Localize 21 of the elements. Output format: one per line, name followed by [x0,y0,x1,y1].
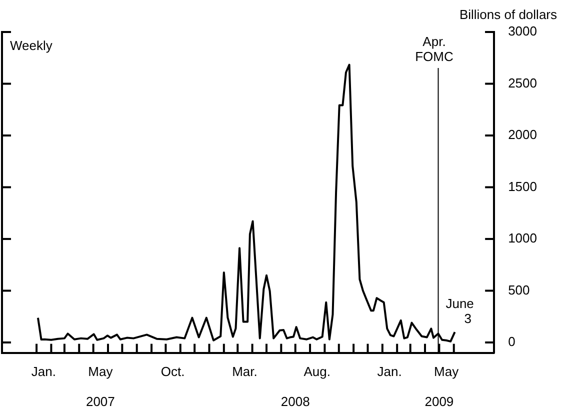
y-tick-label: 500 [508,282,530,298]
y-tick-label: 1000 [508,230,537,246]
y-tick-label: 1500 [508,178,537,194]
y-axis-title: Billions of dollars [459,7,558,22]
annotation: June 3 [446,296,474,326]
x2-tick-label: 2007 [86,394,115,409]
x2-tick-label: 2008 [280,394,310,409]
x-tick-label: Oct. [160,364,185,380]
y-tick-label: 0 [508,334,516,350]
x2-tick-label: 2009 [424,394,454,409]
y-tick-label: 2500 [508,75,537,90]
x-tick-label: Jan. [31,364,56,380]
x-tick-label: May [434,364,460,380]
y-tick-label: 3000 [508,24,537,39]
y-tick-label: 2000 [508,127,537,142]
annotation: Weekly [10,38,53,54]
x-tick-label: Aug. [304,364,330,380]
x-tick-label: Jan. [377,364,402,380]
x-tick-label: Mar. [232,364,258,380]
ref-line-label: Apr. FOMC [415,34,454,64]
x-tick-label: May [88,364,114,380]
